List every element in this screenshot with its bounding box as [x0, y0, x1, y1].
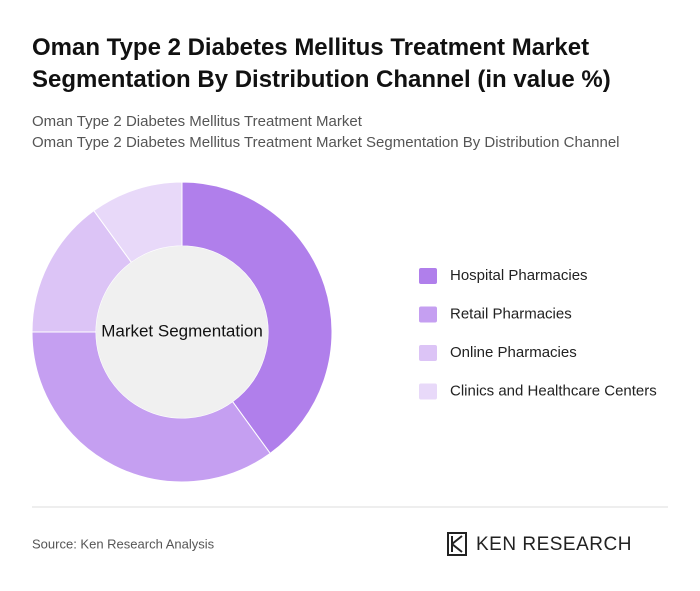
- subtitle: Oman Type 2 Diabetes Mellitus Treatment …: [32, 134, 620, 151]
- logo-icon: [451, 535, 463, 553]
- logo: KEN RESEARCH: [447, 532, 632, 556]
- legend-swatch: [419, 268, 437, 284]
- source: Source: Ken Research Analysis: [32, 536, 215, 551]
- legend-label: Hospital Pharmacies: [450, 267, 588, 284]
- chart-title: Oman Type 2 Diabetes Mellitus Treatment …: [32, 34, 590, 61]
- logo-icon: [447, 532, 467, 556]
- logo-text: KEN RESEARCH: [476, 534, 632, 555]
- legend-label: Retail Pharmacies: [450, 305, 572, 322]
- subtitle: Oman Type 2 Diabetes Mellitus Treatment …: [32, 113, 362, 130]
- chart-title: Segmentation By Distribution Channel (in…: [32, 66, 611, 93]
- legend-label: Clinics and Healthcare Centers: [450, 382, 657, 399]
- legend-label: Online Pharmacies: [450, 344, 577, 361]
- donut-center: [96, 246, 268, 418]
- legend-swatch: [419, 383, 437, 400]
- legend-swatch: [419, 345, 437, 361]
- legend-swatch: [419, 306, 437, 323]
- center-label: Market Segmentation: [101, 321, 263, 340]
